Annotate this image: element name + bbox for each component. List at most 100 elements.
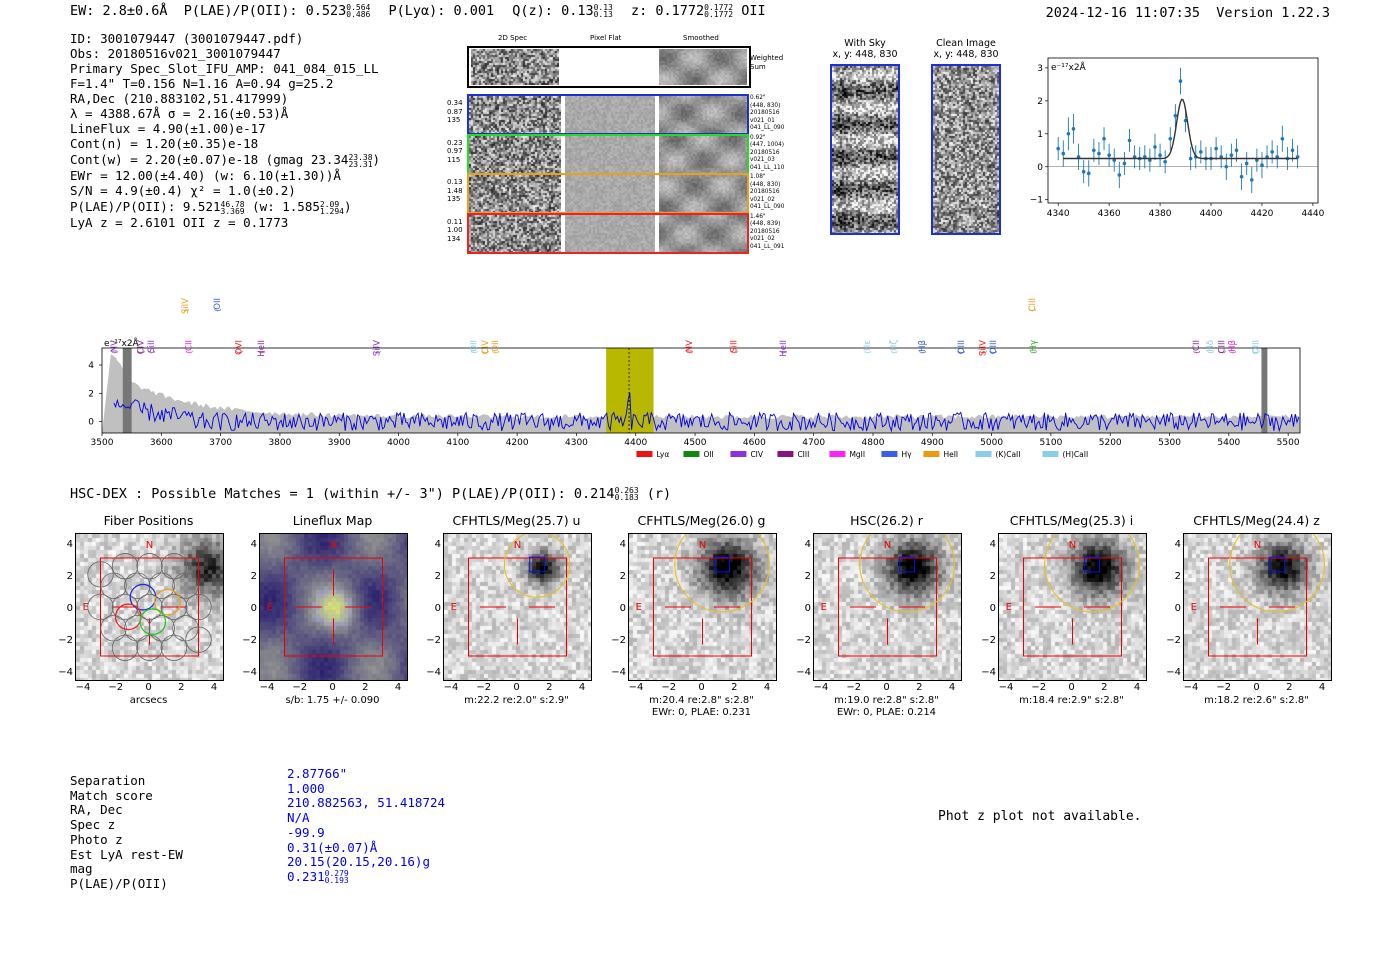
zoom-x-tick-label: 4440 xyxy=(1301,209,1324,219)
cutout-row-meta-line: (448, 830) xyxy=(750,102,781,109)
match-box xyxy=(714,556,730,573)
with-sky-sub: x, y: 448, 830 xyxy=(832,49,898,60)
panel-y-tick-label: −2 xyxy=(611,635,626,646)
panel-y-tick-label: 4 xyxy=(989,539,996,550)
match-value: 2.87766" xyxy=(287,766,348,781)
cutout-row-meta-line: v021_02 xyxy=(750,236,775,243)
north-marker: N xyxy=(330,540,337,551)
spectrum-x-tick-label: 3900 xyxy=(328,438,351,448)
spectral-line-bracket: { xyxy=(1219,350,1227,354)
panel-y-tick-label: −2 xyxy=(242,635,257,646)
aperture-ellipse xyxy=(859,534,956,613)
panel-y-ticks: 4 2 0 −2 −4 xyxy=(981,533,998,679)
spectrum-x-tick-label: 3600 xyxy=(150,438,173,448)
clean-canvas xyxy=(933,66,999,233)
panel-x-tick-label: 0 xyxy=(698,682,705,693)
match-values: 2.87766" 1.000 210.882563, 51.418724 N/A -99… xyxy=(287,766,445,885)
header-plae-lo: 0.486 xyxy=(346,10,371,19)
panel-x-ticks: −4 −2 0 2 4 xyxy=(75,682,222,696)
north-marker: N xyxy=(699,540,706,551)
spectrum-x-tick-label: 5400 xyxy=(1217,438,1240,448)
spectral-line-label: CII xyxy=(1192,340,1202,351)
match-label: P(LAE)/P(OII) xyxy=(70,875,168,891)
zoom-data-point xyxy=(1102,136,1106,141)
fiber-circle xyxy=(185,593,212,621)
header-z-range: 0.1772 0.1772 xyxy=(704,4,733,19)
panel-y-tick-label: 4 xyxy=(1174,539,1181,550)
panel-x-ticks: −4 −2 0 2 4 xyxy=(259,682,406,696)
panel-xlabel: s/b: 1.75 +/- 0.090 xyxy=(244,695,421,707)
info-line: RA,Dec (210.883102,51.417999) xyxy=(70,91,289,106)
spectral-line-label: OIII xyxy=(1252,340,1262,354)
zoom-data-point xyxy=(1229,153,1234,158)
spectral-line-label: OII xyxy=(213,298,223,310)
hsc-title-text: HSC-DEX : Possible Matches = 1 (within +… xyxy=(70,486,615,502)
info-contw-text: Cont(w) = 2.20(±0.07)e-18 (gmag 23.34 xyxy=(70,152,349,167)
zoom-data-point xyxy=(1107,153,1111,158)
panel-x-tick-label: −2 xyxy=(292,682,308,693)
spectral-line-label: OVI xyxy=(234,340,244,355)
photz-note: Phot z plot not available. xyxy=(938,809,1142,824)
panel-y-tick-label: 2 xyxy=(619,571,626,582)
panel-x-tick-label: −4 xyxy=(75,682,91,693)
spectrum-x-tick-label: 3500 xyxy=(91,438,114,448)
cutout-row-frame xyxy=(467,133,749,175)
panel-xlabel-line1: m:18.4 re:2.9" s:2.8" xyxy=(1019,695,1124,706)
cutout-pixel-flat xyxy=(565,214,655,252)
zoom-data-point xyxy=(1163,160,1167,164)
panel-x-tick-label: −4 xyxy=(443,682,459,693)
zoom-unit-label: e⁻¹⁷x2Å xyxy=(1051,61,1087,73)
panel-x-tick-label: 4 xyxy=(763,682,771,693)
panel-y-tick-label: 0 xyxy=(1174,603,1181,614)
spectrum-x-tick-label: 5100 xyxy=(1039,438,1062,448)
clean-image-title: Clean Image x, y: 448, 830 xyxy=(928,38,1004,60)
cutout-2d-spec xyxy=(469,175,561,212)
cutout-row-meta-line: 0.92" xyxy=(750,134,766,141)
info-sn: S/N = 4.9(±0.4) χ² = 1.0(±0.2) xyxy=(70,183,296,198)
panel-y-tick-label: 4 xyxy=(66,539,73,550)
header-qz-hi: 0.13 xyxy=(593,3,613,12)
panel-overlay: NE xyxy=(451,534,571,657)
east-marker: E xyxy=(1006,602,1012,613)
zoom-data-point xyxy=(1295,155,1300,159)
legend-swatch xyxy=(636,451,653,457)
spectrum-x-tick-label: 5300 xyxy=(1158,438,1181,448)
selection-box xyxy=(1208,557,1307,657)
spectrum-unit-label: e⁻¹⁷x2Å xyxy=(104,337,140,349)
panel-y-tick-label: 0 xyxy=(434,603,441,614)
panel-title: CFHTLS/Meg(25.3) i xyxy=(1009,513,1134,528)
weighted-sum-cutout xyxy=(467,46,751,88)
panel-xlabel-line1: m:18.2 re:2.6" s:2.8" xyxy=(1204,695,1309,706)
north-marker: N xyxy=(1069,540,1076,551)
zoom-line-chart: e⁻¹⁷x2Å 4340 4360 4380 4400 4420 4440 −1 0 1 2 3 xyxy=(1030,57,1325,219)
cutout-header-smoothed: Smoothed xyxy=(683,34,719,42)
zoom-data-point xyxy=(1234,148,1239,153)
spectral-line-bracket: { xyxy=(1193,350,1201,354)
match-value: 20.15(20.15,20.16)g xyxy=(287,854,430,870)
spectral-line-bracket: { xyxy=(182,308,190,312)
legend-label: CIV xyxy=(750,450,763,459)
spectral-line-label: OIII xyxy=(957,340,967,354)
panel-title: CFHTLS/Meg(26.0) g xyxy=(637,513,766,528)
header-plae-hi: 0.564 xyxy=(346,3,371,12)
legend-label: MgII xyxy=(849,450,865,459)
legend-label: CIII xyxy=(797,450,809,459)
fiber-circle xyxy=(87,561,114,588)
panel-y-ticks: 4 2 0 −2 −4 xyxy=(611,533,628,679)
panel-overlay: NE xyxy=(821,534,956,657)
panel-x-tick-label: 4 xyxy=(210,682,218,693)
panel-x-ticks: −4 −2 0 2 4 xyxy=(813,682,960,696)
cutout-row-value: 0.23 xyxy=(447,138,463,147)
fiber-circle xyxy=(172,572,199,599)
panel-y-tick-label: −2 xyxy=(426,635,441,646)
panel-x-tick-label: 2 xyxy=(731,682,738,693)
spectral-line-label: OIII xyxy=(989,340,999,354)
spectral-line-label: OII xyxy=(491,340,501,352)
zoom-data-point xyxy=(1260,163,1264,167)
info-line: Obs: 20180516v021_3001079447 xyxy=(70,46,281,61)
cutout-row-meta: 0.92" (447, 1004) 20180516 v021_03 041_LL_11… xyxy=(750,135,784,173)
panel-x-tick-label: 0 xyxy=(513,682,520,693)
cutout-row-value: 0.87 xyxy=(447,107,463,116)
weighted-sum-label: Weighted Sum xyxy=(750,54,784,71)
version: Version 1.22.3 xyxy=(1216,5,1330,21)
